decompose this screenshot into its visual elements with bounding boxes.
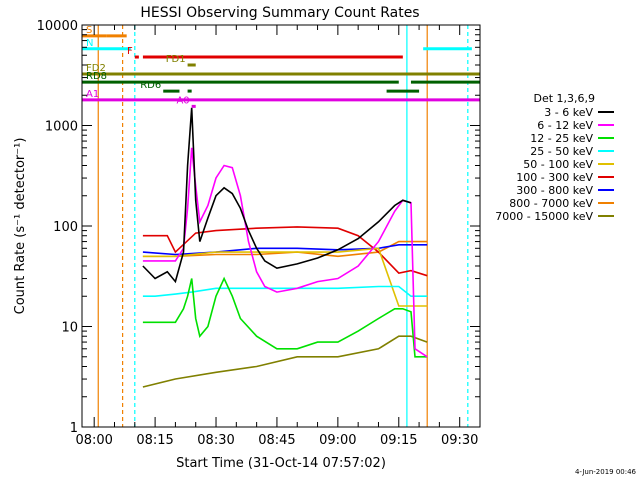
flag-label-a0: A0 (176, 95, 189, 106)
y-tick-label-0: 1 (70, 421, 78, 436)
series-3-6-kevline (142, 107, 412, 284)
series-50-100-kevline (142, 247, 428, 307)
series-300-800-kevline (142, 244, 428, 256)
series-800-7000-kevline (142, 240, 428, 258)
legend-label-6: 300 - 800 keV (516, 184, 593, 197)
flag-label-n: N (86, 38, 93, 49)
x-tick-label-2: 08:30 (197, 433, 234, 448)
series-7000-15000-kevline (142, 335, 428, 388)
x-tick-label-6: 09:30 (441, 433, 478, 448)
x-tick-label-0: 08:00 (75, 433, 112, 448)
y-tick-label-3: 1000 (45, 120, 78, 135)
y-axis-label: Count Rate (s⁻¹ detector⁻¹) (13, 138, 28, 315)
axes: 1 10 100 1000 10000 08:00 08:15 08:30 08:45 09:00… (37, 19, 481, 448)
series-12-25-kevline (142, 276, 428, 358)
flag-label-f: F (127, 46, 133, 57)
y-tick-label-2: 100 (53, 220, 78, 235)
legend-label-2: 12 - 25 keV (530, 132, 593, 145)
legend-title: Det 1,3,6,9 (533, 92, 595, 105)
legend-label-7: 800 - 7000 keV (509, 197, 593, 210)
legend-label-4: 50 - 100 keV (523, 158, 593, 171)
legend-label-8: 7000 - 15000 keV (495, 210, 593, 223)
y-tick-label-4: 10000 (37, 19, 78, 34)
y-tick-label-1: 10 (61, 321, 78, 336)
legend-label-1: 6 - 12 keV (537, 119, 593, 132)
series-25-50-kevline (142, 285, 428, 298)
flag-label-fd1: FD1 (166, 54, 186, 65)
x-tick-label-5: 09:15 (380, 433, 417, 448)
x-tick-label-3: 08:45 (258, 433, 295, 448)
flag-label-a1: A1 (86, 89, 99, 100)
legend-label-5: 100 - 300 keV (516, 171, 593, 184)
x-tick-label-4: 09:00 (319, 433, 356, 448)
series-100-300-kevline (142, 226, 428, 277)
x-axis-label: Start Time (31-Oct-14 07:57:02) (176, 456, 386, 471)
flag-label-fd2: FD2 (86, 63, 106, 74)
flag-label-rd6: RD6 (140, 80, 161, 91)
x-tick-label-1: 08:15 (136, 433, 173, 448)
flag-label-rd8: RD8 (86, 71, 107, 82)
chart-title: HESSI Observing Summary Count Rates (140, 5, 419, 21)
flag-label-s: S (86, 25, 92, 36)
footer-date: 4-Jun-2019 00:46 (575, 468, 637, 476)
legend-label-0: 3 - 6 keV (544, 106, 593, 119)
legend-label-3: 25 - 50 keV (530, 145, 593, 158)
